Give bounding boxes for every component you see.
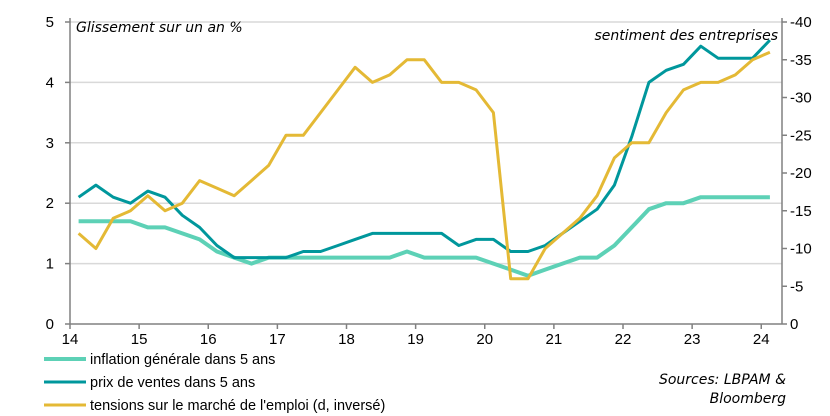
legend-label-2: prix de ventes dans 5 ans: [90, 375, 255, 391]
series-line-1: [78, 195, 770, 278]
series-lines: [77, 39, 771, 281]
x-tick-label: 21: [546, 331, 563, 348]
x-tick-label: 15: [131, 331, 148, 348]
left-axis-label: Glissement sur un an %: [76, 20, 243, 36]
series-line-2: [77, 39, 771, 260]
left-tick-label: 2: [46, 195, 54, 212]
left-tick-label: 5: [46, 14, 54, 31]
legend: inflation générale dans 5 ans prix de ven…: [44, 352, 385, 414]
x-tick-label: 24: [753, 331, 770, 348]
left-tick-label: 4: [46, 74, 54, 91]
x-tick-label: 23: [684, 331, 701, 348]
left-tick-label: 3: [46, 135, 54, 152]
left-tick-label: 1: [46, 256, 54, 273]
x-tick-label: 17: [269, 331, 286, 348]
right-tick-label: -25: [790, 127, 812, 144]
right-tick-label: -5: [790, 278, 803, 295]
right-axis-label: sentiment des entreprises: [594, 28, 778, 44]
right-tick-label: 0: [790, 316, 798, 333]
legend-label-1: inflation générale dans 5 ans: [90, 352, 275, 368]
x-tick-label: 19: [407, 331, 424, 348]
right-tick-label: -30: [790, 90, 812, 107]
x-tick-label: 22: [615, 331, 632, 348]
left-tick-label: 0: [46, 316, 54, 333]
sources-line-2: Bloomberg: [710, 391, 787, 407]
gridlines: [70, 21, 782, 265]
right-tick-label: -10: [790, 241, 812, 258]
x-tick-label: 18: [338, 331, 355, 348]
right-tick-label: -35: [790, 52, 812, 69]
right-tick-label: -20: [790, 165, 812, 182]
legend-label-3: tensions sur le marché de l'emploi (d, i…: [90, 398, 385, 414]
series-line-3: [77, 50, 771, 281]
right-tick-label: -15: [790, 203, 812, 220]
x-tick-label: 16: [200, 331, 217, 348]
sources-line-1: Sources: LBPAM &: [659, 372, 786, 388]
x-tick-label: 20: [476, 331, 493, 348]
x-tick-label: 14: [62, 331, 79, 348]
right-tick-label: -40: [790, 14, 812, 31]
